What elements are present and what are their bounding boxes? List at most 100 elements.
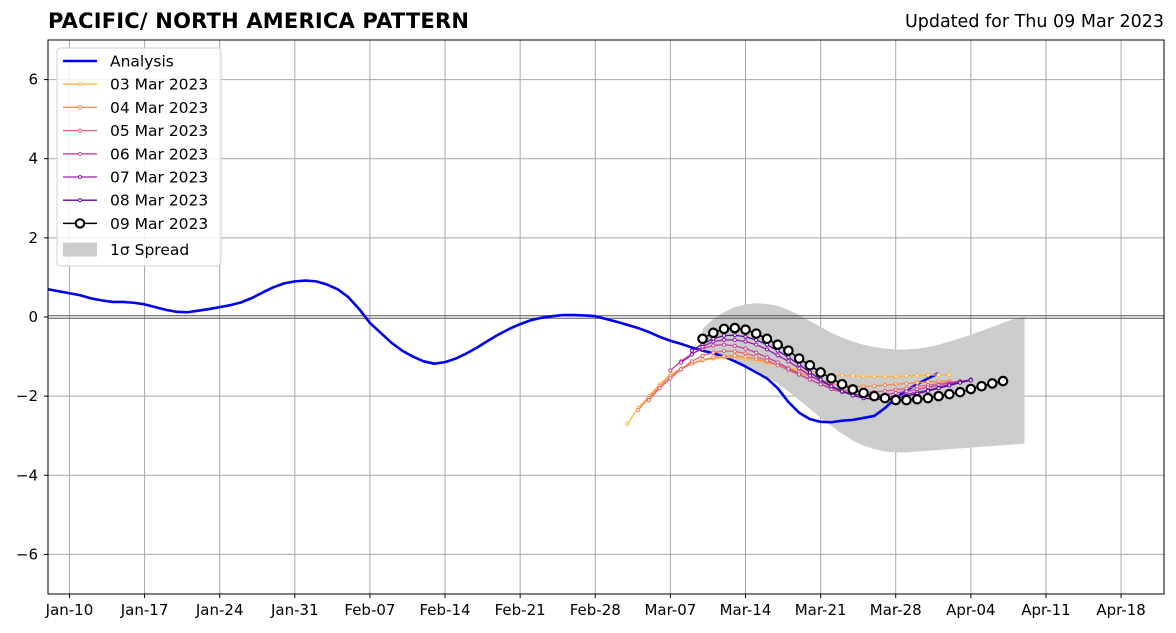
latest-forecast-point (793, 353, 805, 364)
legend-label: 06 Mar 2023 (110, 145, 208, 163)
latest-forecast-point (783, 345, 794, 356)
forecast-point (689, 348, 694, 353)
forecast-point (657, 386, 662, 391)
legend-label: 08 Mar 2023 (110, 192, 208, 210)
forecast-point (754, 342, 759, 347)
forecast-point (732, 337, 737, 343)
latest-forecast-point (911, 394, 923, 405)
latest-forecast-point (954, 386, 966, 398)
forecast-point (915, 373, 920, 378)
legend-label: Analysis (110, 53, 174, 71)
forecast-point (668, 376, 673, 381)
forecast-point (850, 373, 855, 379)
series-layer (47, 279, 1009, 426)
legend-label: 05 Mar 2023 (110, 122, 208, 140)
legend-marker (77, 198, 83, 203)
forecast-point (679, 360, 684, 365)
latest-forecast-point (836, 378, 848, 390)
forecast-point (904, 381, 909, 386)
x-tick-label: Jan-10 (45, 601, 94, 619)
forecast-point (775, 353, 780, 358)
legend-item: Analysis (63, 53, 174, 71)
latest-forecast-point (858, 387, 869, 399)
forecast-point (807, 370, 812, 375)
forecast-point (893, 374, 898, 379)
updated-date: Updated for Thu 09 Mar 2023 (904, 12, 1164, 32)
latest-forecast-point (879, 392, 891, 404)
forecast-point (904, 373, 909, 379)
legend-marker (74, 218, 86, 229)
latest-forecast-point (815, 367, 826, 378)
x-tick-label: Mar-21 (795, 601, 847, 619)
forecast-point (818, 377, 823, 382)
forecast-point (893, 382, 898, 387)
x-tick-label: Apr-04 (946, 601, 996, 619)
forecast-point (882, 382, 888, 388)
forecast-point (625, 421, 630, 426)
forecast-point (786, 355, 791, 360)
legend-label: 1σ Spread (110, 241, 189, 259)
forecast-point (721, 348, 727, 354)
latest-forecast-point (965, 383, 977, 395)
forecast-point (775, 360, 780, 365)
forecast-point (872, 383, 877, 388)
latest-forecast-point (772, 339, 783, 350)
forecast-point (700, 353, 705, 358)
forecast-point (754, 354, 759, 359)
latest-forecast-series (697, 322, 1009, 406)
legend-item: 1σ Spread (63, 241, 189, 259)
forecast-point (925, 373, 931, 378)
x-tick-label: Jan-17 (120, 601, 169, 619)
legend-item: 08 Mar 2023 (63, 192, 208, 210)
latest-forecast-point (997, 375, 1009, 387)
forecast-point (636, 407, 641, 413)
latest-forecast-point (933, 390, 944, 402)
latest-forecast-point (868, 390, 880, 402)
forecast-point (743, 351, 748, 356)
legend-label: 07 Mar 2023 (110, 169, 208, 187)
legend-item: 09 Mar 2023 (63, 215, 208, 233)
x-tick-label: Jan-31 (270, 601, 319, 619)
latest-forecast-point (804, 359, 816, 371)
forecast-line (680, 339, 971, 398)
latest-forecast-point (708, 327, 719, 339)
y-tick-label: 6 (28, 71, 38, 89)
latest-forecast-point (729, 322, 741, 334)
forecast-point (839, 373, 845, 378)
forecast-point (689, 352, 694, 357)
forecast-point (872, 374, 877, 379)
legend-marker (77, 82, 83, 87)
y-tick-label: −4 (16, 466, 38, 484)
grid-layer (48, 40, 1164, 594)
x-tick-label: Mar-14 (720, 601, 772, 619)
legend-item: 07 Mar 2023 (63, 169, 208, 187)
x-tick-label: Feb-28 (570, 601, 621, 619)
legend-item: 04 Mar 2023 (63, 99, 208, 117)
forecast-point (711, 350, 716, 355)
forecast-point (732, 333, 737, 338)
legend-label: 03 Mar 2023 (110, 76, 208, 94)
legend-label: 09 Mar 2023 (110, 215, 208, 233)
forecast-point (743, 346, 748, 351)
forecast-point (711, 343, 716, 348)
forecast-point (732, 343, 737, 348)
latest-forecast-point (826, 373, 837, 384)
latest-forecast-point (697, 333, 708, 345)
plot-frame (47, 39, 1165, 595)
latest-forecast-point (847, 384, 859, 395)
legend-label: 04 Mar 2023 (110, 99, 208, 117)
forecast-point (882, 388, 888, 394)
axis-layer: Jan-10 Jan-17 Jan-24 Jan-31 Feb-07 Feb-14 Feb-… (16, 39, 1165, 619)
y-tick-label: −2 (16, 387, 38, 405)
forecast-point (936, 386, 941, 391)
forecast-point (829, 384, 834, 389)
y-tick-label: −6 (16, 545, 38, 563)
forecast-point (721, 333, 727, 338)
x-tick-label: Feb-07 (344, 601, 395, 619)
forecast-point (915, 380, 920, 385)
legend-item: 06 Mar 2023 (63, 145, 208, 163)
x-tick-label: Mar-07 (644, 601, 696, 619)
analysis-line (47, 279, 940, 424)
forecast-point (936, 372, 941, 377)
